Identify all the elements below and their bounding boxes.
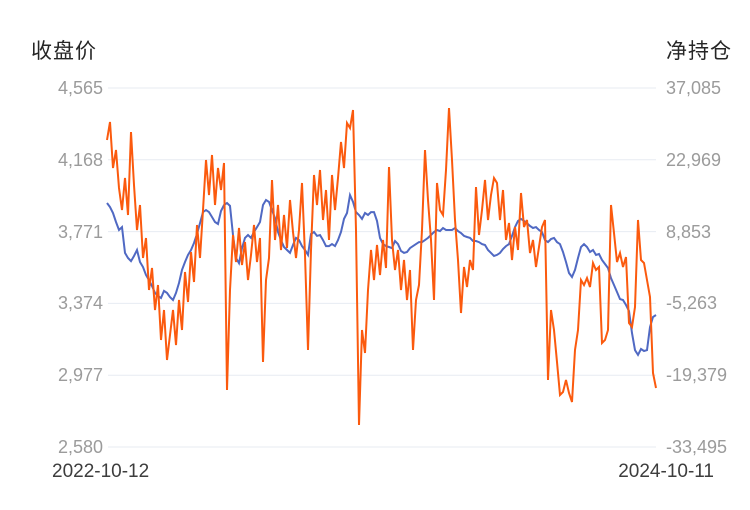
axis-tick-label: -19,379 [666, 365, 728, 386]
axis-tick-label: 3,771 [57, 221, 103, 242]
axis-tick-label: 2,977 [57, 365, 103, 386]
axis-tick-label: 4,565 [57, 78, 103, 98]
axis-tick-label: 4,168 [57, 149, 103, 170]
axis-tick-label: 37,085 [666, 78, 722, 98]
right-axis-title: 净持仓 [666, 40, 732, 63]
x-axis-end-label: 2024-10-11 [618, 461, 714, 482]
close-price-line [106, 191, 657, 357]
right-axis-tick-labels: 37,085 22,969 8,853 -5,263 -19,379 -33,495 [666, 0, 750, 510]
left-axis-title: 收盘价 [31, 40, 97, 63]
x-axis-start-label: 2022-10-12 [52, 461, 150, 482]
axis-tick-label: 2,580 [57, 437, 103, 457]
axis-tick-label: 3,374 [57, 293, 103, 314]
axis-tick-label: -33,495 [666, 437, 728, 457]
net-position-line [106, 107, 657, 426]
left-axis-tick-labels: 4,565 4,168 3,771 3,374 2,977 2,580 [0, 0, 103, 510]
axis-tick-label: 8,853 [666, 221, 712, 242]
axis-tick-label: 22,969 [666, 149, 722, 170]
axis-tick-label: -5,263 [666, 293, 718, 314]
